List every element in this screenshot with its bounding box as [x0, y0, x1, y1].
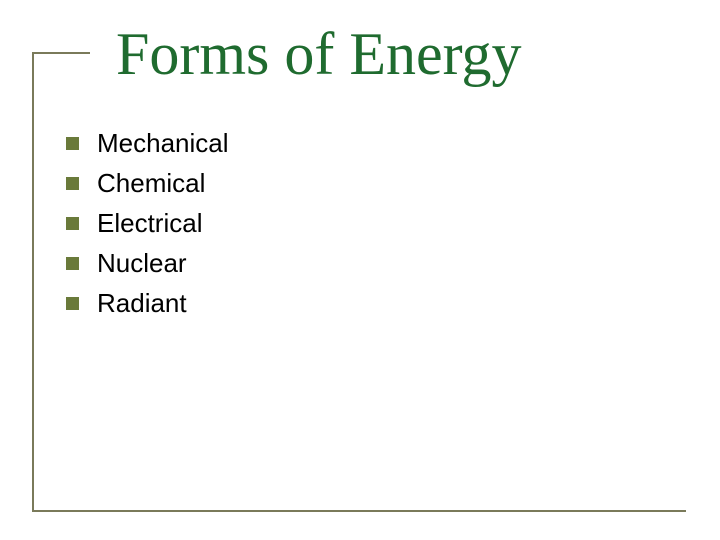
square-bullet-icon	[66, 297, 79, 310]
square-bullet-icon	[66, 217, 79, 230]
list-item: Chemical	[66, 168, 229, 199]
square-bullet-icon	[66, 177, 79, 190]
square-bullet-icon	[66, 257, 79, 270]
list-item-label: Radiant	[97, 288, 187, 319]
list-item: Radiant	[66, 288, 229, 319]
bullet-list: Mechanical Chemical Electrical Nuclear Radia…	[66, 128, 229, 328]
list-item-label: Electrical	[97, 208, 202, 239]
list-item-label: Nuclear	[97, 248, 187, 279]
list-item: Mechanical	[66, 128, 229, 159]
list-item: Electrical	[66, 208, 229, 239]
slide-title: Forms of Energy	[116, 20, 522, 89]
list-item-label: Mechanical	[97, 128, 229, 159]
slide-frame-top-left	[32, 52, 90, 54]
list-item: Nuclear	[66, 248, 229, 279]
square-bullet-icon	[66, 137, 79, 150]
list-item-label: Chemical	[97, 168, 205, 199]
